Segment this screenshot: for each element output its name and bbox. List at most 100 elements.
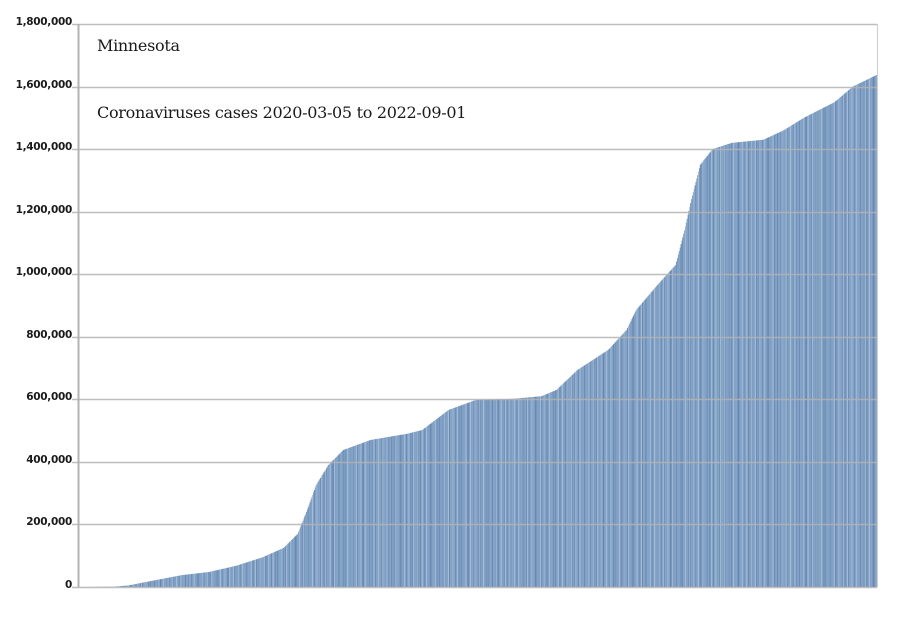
bar — [856, 85, 857, 587]
bar — [190, 574, 191, 587]
bar — [861, 82, 862, 587]
bar — [188, 574, 189, 587]
bar — [297, 534, 298, 587]
bar — [239, 565, 240, 587]
bar — [569, 377, 570, 587]
bar — [733, 143, 734, 587]
bar — [649, 294, 650, 587]
bar — [552, 391, 553, 587]
bar — [724, 145, 725, 587]
bar — [429, 425, 430, 587]
bar — [804, 117, 805, 587]
bar — [557, 389, 558, 587]
bar — [524, 398, 525, 587]
bar — [379, 439, 380, 587]
bar — [374, 439, 375, 587]
bar — [849, 90, 850, 587]
bar — [512, 399, 513, 587]
bar — [831, 104, 832, 587]
y-tick-label: 800,000 — [0, 329, 72, 341]
bar — [164, 578, 165, 587]
bar — [810, 114, 811, 587]
bar — [725, 145, 726, 587]
bar — [203, 573, 204, 587]
bar — [491, 399, 492, 587]
bar — [361, 443, 362, 587]
bar — [531, 397, 532, 587]
bar — [329, 464, 330, 587]
bar — [647, 296, 648, 587]
bar — [471, 402, 472, 587]
bar — [169, 577, 170, 587]
bar — [338, 455, 339, 587]
bar — [538, 397, 539, 587]
bar — [713, 149, 714, 587]
bar — [247, 562, 248, 587]
bar — [400, 435, 401, 587]
bar — [138, 584, 139, 587]
bar — [873, 76, 874, 587]
bar — [510, 399, 511, 587]
bar — [845, 93, 846, 587]
bar — [468, 403, 469, 587]
bar — [384, 438, 385, 587]
bar — [272, 553, 273, 587]
bar — [518, 398, 519, 587]
bar — [281, 549, 282, 587]
bar — [840, 97, 841, 587]
bar — [337, 456, 338, 587]
bar — [596, 357, 597, 587]
bar — [427, 426, 428, 587]
bar — [359, 444, 360, 587]
bar — [776, 134, 777, 587]
bar — [221, 569, 222, 587]
bar — [493, 399, 494, 587]
bar — [754, 141, 755, 587]
bar — [267, 555, 268, 587]
bar — [844, 94, 845, 587]
bar — [515, 399, 516, 587]
bar — [503, 399, 504, 587]
bar — [591, 361, 592, 587]
bar — [364, 442, 365, 587]
bar — [358, 445, 359, 587]
bar — [621, 336, 622, 587]
bar — [659, 282, 660, 587]
bar — [638, 307, 639, 587]
bar — [587, 364, 588, 587]
bar — [457, 407, 458, 587]
bar — [275, 551, 276, 587]
bar — [802, 119, 803, 587]
bars — [79, 75, 877, 587]
bar — [563, 383, 564, 587]
bar — [293, 538, 294, 587]
bar — [488, 400, 489, 587]
bar — [478, 400, 479, 587]
bar — [629, 324, 630, 587]
bar — [784, 130, 785, 587]
bar — [409, 433, 410, 587]
bar — [543, 395, 544, 587]
y-tick-label: 1,000,000 — [0, 266, 72, 278]
bar — [794, 124, 795, 587]
bar — [724, 145, 725, 587]
bar — [288, 543, 289, 587]
bar — [495, 399, 496, 587]
bar — [263, 557, 264, 587]
bar — [139, 583, 140, 587]
bar — [537, 397, 538, 587]
bar — [156, 580, 157, 587]
bar — [167, 578, 168, 587]
bar — [828, 105, 829, 587]
bar — [444, 413, 445, 587]
bar — [819, 110, 820, 587]
bar — [149, 581, 150, 587]
bar — [662, 279, 663, 587]
bar — [141, 583, 142, 587]
bar — [788, 128, 789, 587]
bar — [555, 390, 556, 587]
bar — [517, 398, 518, 587]
bar — [561, 385, 562, 587]
bar — [466, 404, 467, 587]
bar — [397, 435, 398, 587]
